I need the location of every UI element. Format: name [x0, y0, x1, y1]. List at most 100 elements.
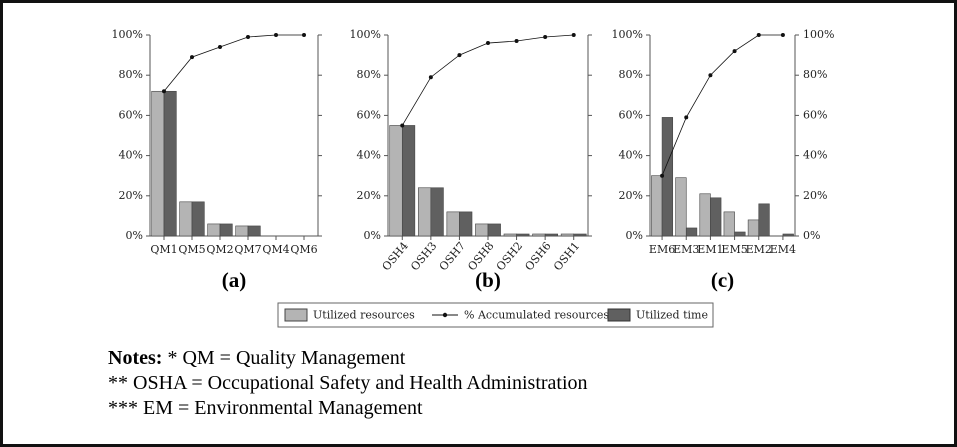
legend-box	[277, 302, 714, 328]
y-tick-label: 80%	[357, 68, 381, 81]
bar	[723, 211, 735, 237]
x-tick-label: QM1	[150, 243, 177, 256]
legend-swatch-dot	[442, 312, 448, 318]
bar	[247, 225, 261, 237]
line-point	[780, 33, 785, 37]
line-point	[162, 89, 166, 94]
line-point	[660, 173, 665, 178]
bar	[699, 193, 711, 237]
x-tick-label: OSH6	[522, 240, 553, 274]
bar	[782, 233, 794, 237]
y2-tick-label: 20%	[803, 189, 827, 202]
y2-tick-label: 80%	[803, 68, 827, 81]
x-tick-label: QM6	[290, 243, 317, 256]
y2-tick-label: 100%	[803, 28, 834, 41]
y-tick-label: 80%	[619, 68, 643, 81]
bar	[446, 211, 460, 237]
line-point	[708, 73, 713, 78]
line-point	[400, 123, 405, 128]
line-point	[274, 33, 278, 37]
y2-tick-label: 60%	[803, 108, 827, 121]
x-tick-label: QM2	[206, 243, 233, 256]
x-tick-label: OSH1	[551, 240, 582, 274]
x-tick-label: QM7	[234, 243, 261, 256]
subtitle: (c)	[711, 268, 734, 292]
line-point	[428, 75, 433, 80]
line	[401, 34, 574, 126]
bar	[685, 227, 698, 237]
line-point	[732, 49, 737, 54]
x-tick-label: EM3	[673, 243, 699, 256]
x-tick-label: EM5	[721, 243, 747, 256]
bar	[219, 223, 233, 237]
line-point	[190, 55, 194, 60]
x-tick-label: OSH7	[437, 240, 468, 274]
bar	[747, 219, 760, 237]
legend: Utilized resources % Accumulated resourc…	[277, 302, 714, 328]
y-tick-label: 60%	[119, 108, 143, 121]
y-tick-label: 40%	[357, 149, 381, 162]
x-tick-label: EM4	[770, 243, 796, 256]
x-tick-label: EM2	[746, 243, 772, 256]
bar	[191, 201, 205, 237]
line-point	[457, 53, 462, 58]
bar	[544, 233, 559, 237]
charts: Utilized resources % Accumulated resourc…	[112, 28, 834, 328]
legend-swatch	[284, 308, 308, 322]
line-point	[514, 39, 519, 44]
line-point	[246, 35, 250, 40]
bar	[430, 187, 444, 237]
notes: Notes: * QM = Quality Management ** OSHA…	[108, 346, 588, 421]
x-tick-label: EM1	[697, 243, 723, 256]
subtitle: (b)	[475, 268, 501, 292]
note: * QM = Quality Management	[167, 347, 406, 369]
bar	[710, 197, 722, 237]
y2-tick-label: 0%	[803, 229, 820, 242]
bar	[675, 177, 687, 237]
x-tick-label: QM4	[262, 243, 289, 256]
bar	[758, 203, 770, 237]
y-tick-label: 0%	[364, 229, 381, 242]
y-tick-label: 100%	[112, 28, 143, 41]
y-tick-label: 60%	[357, 108, 381, 121]
y-tick-label: 40%	[619, 149, 643, 162]
legend-label: Utilized resources	[313, 309, 415, 322]
x-tick-label: QM5	[178, 243, 205, 256]
line	[661, 34, 783, 176]
notes-label: Notes:	[108, 347, 163, 369]
y-tick-label: 40%	[119, 149, 143, 162]
bar	[516, 233, 530, 237]
legend-swatch	[607, 308, 631, 322]
y-tick-label: 100%	[350, 28, 381, 41]
bar	[179, 201, 193, 237]
y-tick-label: 20%	[357, 189, 381, 202]
bar	[487, 223, 501, 237]
notes-line: Notes: * QM = Quality Management	[108, 346, 588, 371]
line-point	[218, 45, 222, 50]
line-point	[571, 33, 576, 37]
y2-tick-label: 40%	[803, 149, 827, 162]
bar	[734, 231, 746, 237]
legend-label: Utilized time	[636, 309, 708, 322]
note: *** EM = Environmental Management	[108, 397, 423, 419]
bar	[235, 225, 249, 237]
line-point	[756, 33, 761, 37]
bar	[389, 125, 403, 237]
line-point	[543, 35, 548, 40]
line-point	[486, 41, 490, 46]
y-tick-label: 100%	[612, 28, 643, 41]
bar	[573, 233, 587, 237]
y-tick-label: 0%	[626, 229, 643, 242]
bar	[560, 233, 575, 237]
bar	[459, 211, 473, 237]
line	[163, 34, 304, 92]
bar	[417, 187, 432, 237]
bar	[207, 223, 221, 237]
note: ** OSHA = Occupational Safety and Health…	[108, 372, 588, 394]
x-tick-label: OSH4	[380, 240, 411, 274]
subtitle: (a)	[222, 268, 247, 292]
bar	[163, 90, 177, 237]
y-tick-label: 20%	[119, 189, 143, 202]
bar	[503, 233, 517, 237]
